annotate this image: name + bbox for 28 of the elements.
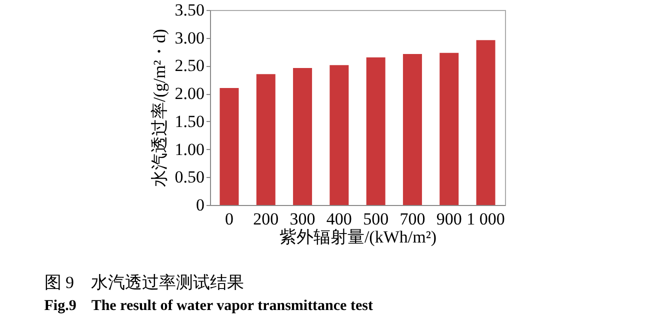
y-tick-label: 0.50: [174, 168, 204, 187]
x-tick-label: 1 000: [466, 210, 505, 228]
bar: [402, 54, 422, 205]
x-tick-label: 300: [290, 210, 316, 228]
y-tick-label: 1.50: [174, 112, 204, 131]
x-tick-label: 500: [363, 210, 389, 228]
y-tick-label: 1.00: [174, 140, 204, 159]
y-tick-label: 3.50: [174, 0, 204, 20]
y-tick-label: 0: [196, 196, 204, 214]
x-tick-label: 0: [224, 210, 234, 228]
x-tick-label: 900: [436, 210, 462, 228]
text: Fig.9 The result of water vapor transmittance test: [44, 298, 373, 314]
x-tick-label: 400: [326, 210, 352, 228]
x-tick-label: 200: [253, 210, 279, 228]
bar: [366, 57, 386, 205]
y-tick-label: 3.00: [174, 28, 204, 48]
bar: [256, 74, 276, 205]
bar: [476, 40, 496, 205]
y-axis-title: 水汽透过率/(g/m²・d): [150, 28, 169, 188]
text: 图 9 水汽透过率测试结果: [44, 273, 244, 292]
y-tick-label: 2.50: [174, 56, 204, 76]
bar: [220, 88, 239, 205]
x-axis-title: 紫外辐射量/(kWh/m²): [279, 228, 437, 246]
bar: [293, 68, 312, 205]
bar: [440, 52, 459, 205]
bar: [330, 65, 349, 205]
x-tick-label: 700: [400, 210, 426, 228]
y-tick-label: 2.00: [174, 84, 204, 104]
